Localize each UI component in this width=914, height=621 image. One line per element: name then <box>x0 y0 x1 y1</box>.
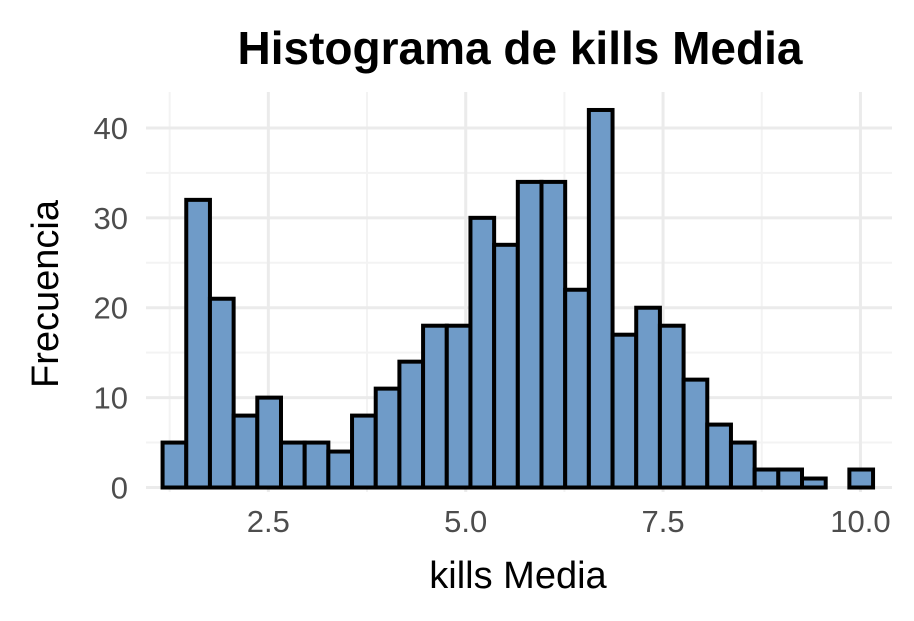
histogram-bar <box>350 413 378 490</box>
histogram-bar <box>847 467 876 490</box>
histogram-bar <box>776 467 805 490</box>
histogram-bars <box>160 107 876 490</box>
y-axis-tick-labels: 0 10 20 30 40 <box>94 111 128 506</box>
y-axis-title: Frecuencia <box>25 199 67 388</box>
histogram-bar <box>705 422 733 490</box>
histogram-bar <box>160 440 189 490</box>
y-tick-label: 30 <box>94 201 128 236</box>
histogram-bar <box>634 305 662 490</box>
histogram-bar <box>278 440 307 490</box>
histogram-bar <box>397 359 426 490</box>
histogram-bar <box>800 476 828 490</box>
y-tick-label: 0 <box>111 471 128 506</box>
chart-title: Histograma de kills Media <box>238 22 803 74</box>
x-tick-label: 5.0 <box>444 504 487 539</box>
histogram-bar <box>421 323 449 490</box>
histogram-bar <box>255 395 283 490</box>
y-tick-label: 10 <box>94 381 128 416</box>
x-tick-label: 2.5 <box>247 504 290 539</box>
y-tick-label: 40 <box>94 111 128 146</box>
histogram-bar <box>610 332 639 490</box>
histogram-bar <box>207 296 236 490</box>
x-tick-label: 7.5 <box>642 504 685 539</box>
histogram-bar <box>444 323 473 490</box>
histogram-bar <box>752 467 781 490</box>
histogram-bar <box>586 107 615 490</box>
histogram-bar <box>468 215 497 490</box>
histogram-bar <box>681 377 710 490</box>
histogram-bar <box>728 440 757 490</box>
y-tick-label: 20 <box>94 291 128 326</box>
histogram-bar <box>184 197 212 490</box>
histogram-bar <box>492 242 520 490</box>
histogram-bar <box>231 413 260 490</box>
histogram-bar <box>326 449 355 490</box>
histogram-bar <box>657 323 686 490</box>
histogram-bar <box>563 287 591 490</box>
x-axis-title: kills Media <box>429 555 607 597</box>
histogram-bar <box>515 179 544 490</box>
x-axis-tick-labels: 2.5 5.0 7.5 10.0 <box>247 504 891 539</box>
histogram-bar <box>373 386 402 490</box>
x-tick-label: 10.0 <box>830 504 890 539</box>
histogram-bar <box>539 179 568 490</box>
histogram-bar <box>302 440 331 490</box>
